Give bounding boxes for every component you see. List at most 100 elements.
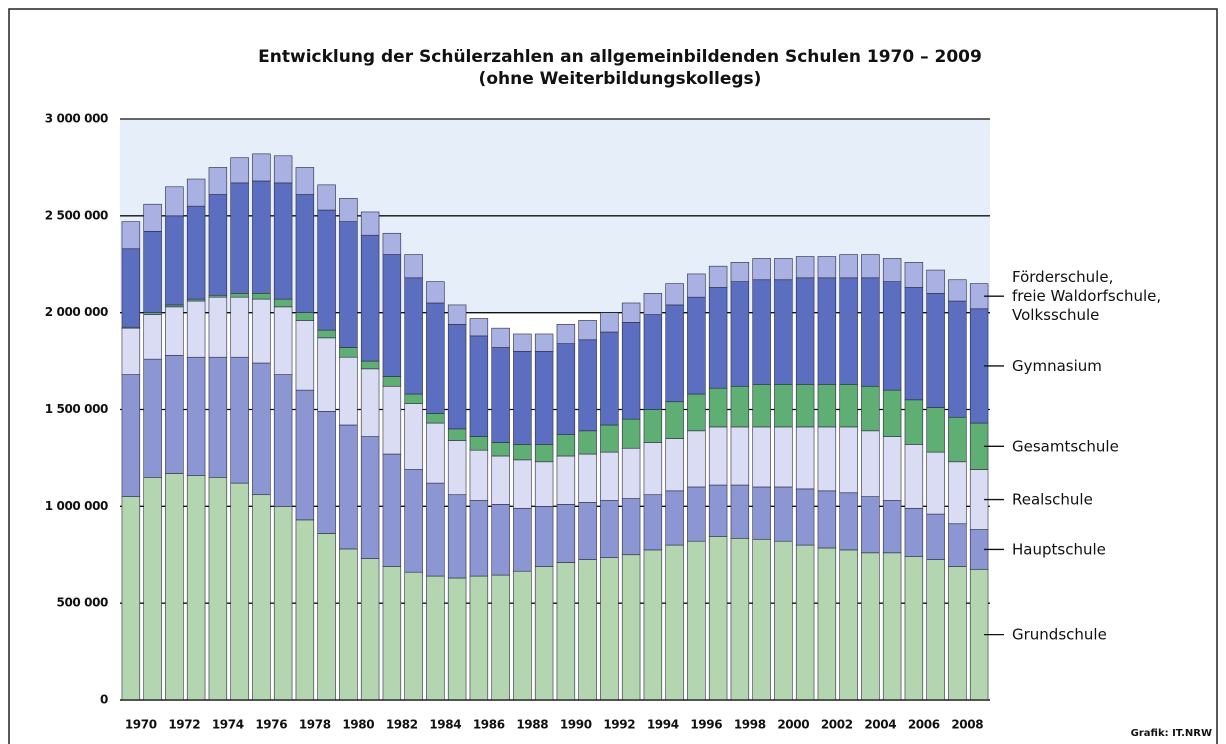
legend-line: Förderschule, bbox=[1012, 268, 1113, 286]
bar-segment bbox=[447, 577, 467, 701]
bar-segment bbox=[273, 506, 293, 701]
bar-segment bbox=[295, 194, 315, 313]
bar-segment bbox=[469, 436, 489, 451]
bar-segment bbox=[687, 486, 706, 542]
bar-segment bbox=[795, 488, 815, 546]
bar-segment bbox=[513, 333, 532, 352]
bar-segment bbox=[273, 298, 293, 308]
bar-segment bbox=[665, 544, 684, 701]
x-tick-label: 1970 bbox=[125, 718, 157, 732]
bar-segment bbox=[317, 533, 336, 701]
bar-segment bbox=[687, 430, 706, 488]
bar-segment bbox=[491, 455, 510, 505]
bar-segment bbox=[426, 281, 445, 304]
x-tick-label: 2006 bbox=[908, 718, 940, 732]
bar-segment bbox=[578, 453, 597, 503]
bar-segment bbox=[513, 351, 532, 445]
bar-segment bbox=[404, 254, 423, 279]
bar-segment bbox=[752, 538, 771, 701]
bar-segment bbox=[447, 494, 467, 579]
bar-segment bbox=[360, 234, 380, 362]
bar-segment bbox=[795, 384, 815, 428]
bar-segment bbox=[730, 426, 750, 486]
bar-segment bbox=[904, 444, 924, 509]
bar-segment bbox=[121, 327, 141, 375]
bar-segment bbox=[360, 211, 380, 236]
bar-segment bbox=[861, 552, 880, 701]
x-tick-label: 1980 bbox=[342, 718, 374, 732]
bar-segment bbox=[926, 292, 945, 408]
bar-segment bbox=[230, 482, 249, 701]
bar-segment bbox=[491, 442, 510, 457]
bar-segment bbox=[317, 329, 336, 339]
bar-segment bbox=[252, 292, 271, 300]
bar-segment bbox=[339, 347, 358, 358]
bar-segment bbox=[904, 287, 924, 401]
bar-segment bbox=[556, 434, 576, 457]
bar-segment bbox=[795, 256, 815, 279]
bar-segment bbox=[556, 504, 576, 563]
bar-segment bbox=[665, 304, 684, 403]
bar-segment bbox=[926, 559, 945, 701]
bar-segment bbox=[426, 413, 445, 424]
bar-segment bbox=[600, 424, 619, 453]
bar-segment bbox=[143, 314, 162, 360]
bar-segment bbox=[404, 469, 423, 573]
bar-segment bbox=[208, 476, 228, 701]
bar-segment bbox=[165, 306, 184, 356]
bar-segment bbox=[708, 265, 728, 288]
x-tick-label: 1990 bbox=[560, 718, 592, 732]
bar-segment bbox=[143, 358, 162, 478]
bar-segment bbox=[491, 347, 510, 443]
bar-segment bbox=[861, 254, 880, 279]
bar-segment bbox=[817, 490, 837, 549]
y-tick-label: 0 bbox=[100, 693, 108, 707]
bar-segment bbox=[491, 574, 510, 701]
bar-segment bbox=[273, 182, 293, 300]
bar-segment bbox=[426, 422, 445, 484]
bar-segment bbox=[948, 566, 967, 701]
bar-segment bbox=[447, 428, 467, 441]
bar-segment bbox=[774, 426, 793, 488]
bar-segment bbox=[600, 557, 619, 701]
bar-segment bbox=[817, 277, 837, 385]
bar-segment bbox=[621, 447, 641, 499]
bar-segment bbox=[208, 167, 228, 195]
bar-segment bbox=[186, 300, 206, 358]
bar-segment bbox=[469, 335, 489, 437]
bar-segment bbox=[687, 540, 706, 701]
bar-segment bbox=[360, 360, 380, 370]
bar-segment bbox=[382, 566, 402, 701]
bar-segment bbox=[230, 157, 249, 184]
x-tick-label: 1984 bbox=[429, 718, 461, 732]
bar-segment bbox=[252, 494, 271, 701]
bar-segment bbox=[665, 490, 684, 546]
bar-segment bbox=[621, 322, 641, 420]
bar-segment bbox=[839, 277, 858, 385]
legend-line: Grundschule bbox=[1012, 625, 1107, 643]
bar-segment bbox=[774, 258, 793, 281]
bar-segment bbox=[165, 473, 184, 701]
bar-segment bbox=[360, 558, 380, 701]
bar-segment bbox=[643, 549, 663, 701]
bar-segment bbox=[491, 327, 510, 348]
x-tick-label: 1976 bbox=[255, 718, 287, 732]
bar-segment bbox=[382, 232, 402, 255]
bar-segment bbox=[926, 407, 945, 453]
bar-segment bbox=[774, 279, 793, 385]
bar-segment bbox=[687, 393, 706, 432]
bar-segment bbox=[817, 384, 837, 428]
bar-segment bbox=[839, 426, 858, 494]
bar-segment bbox=[621, 554, 641, 701]
bar-segment bbox=[926, 451, 945, 515]
bar-segment bbox=[556, 455, 576, 505]
bar-segment bbox=[339, 221, 358, 348]
bar-segment bbox=[687, 296, 706, 395]
bar-segment bbox=[839, 254, 858, 279]
bar-segment bbox=[643, 409, 663, 443]
bar-segment bbox=[795, 544, 815, 701]
bar-segment bbox=[186, 356, 206, 476]
bar-segment bbox=[600, 451, 619, 501]
x-tick-label: 2002 bbox=[821, 718, 853, 732]
bar-segment bbox=[252, 362, 271, 496]
